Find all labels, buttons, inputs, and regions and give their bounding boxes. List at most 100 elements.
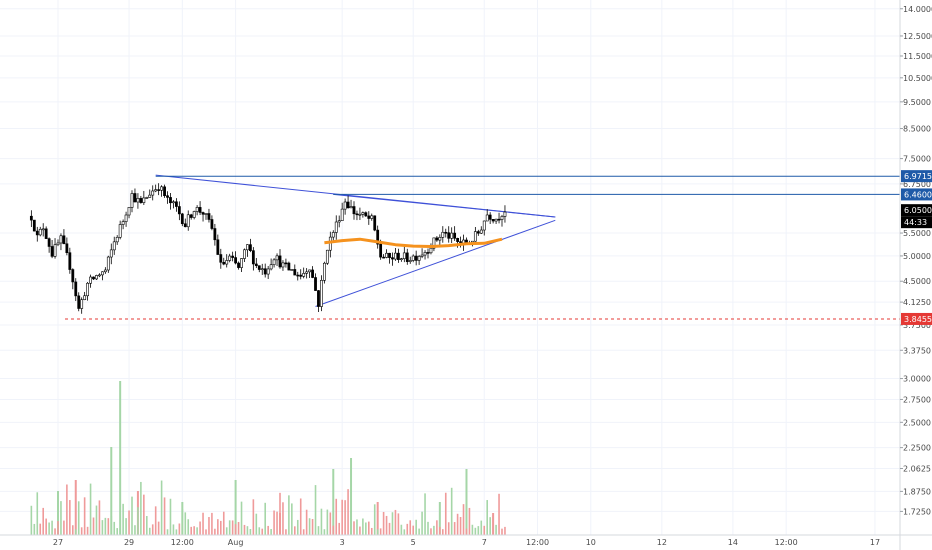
candle-body xyxy=(219,254,223,263)
volume-bar xyxy=(477,526,480,535)
y-tick-label: 3.3750 xyxy=(903,346,931,355)
candle-body xyxy=(293,269,297,276)
y-tick-label: 11.5000 xyxy=(903,52,932,61)
candle-body xyxy=(222,261,226,265)
volume-bar xyxy=(291,503,293,535)
candle-body xyxy=(503,211,507,217)
volume-bar xyxy=(72,525,74,535)
candle-body xyxy=(429,247,433,254)
candle-body xyxy=(325,249,329,264)
candle-body xyxy=(275,255,279,261)
volume-bar xyxy=(196,527,198,535)
volume-bar xyxy=(143,494,145,535)
volume-bar xyxy=(492,515,494,535)
x-tick-label: 3 xyxy=(340,538,345,547)
candle-body xyxy=(296,274,300,277)
volume-bar xyxy=(240,501,243,535)
candle-body xyxy=(207,213,211,220)
y-tick-label: 1.8750 xyxy=(903,487,931,496)
candle-body xyxy=(183,223,187,228)
volume-bars xyxy=(30,381,506,535)
drawing-lines xyxy=(65,174,900,320)
candle-body xyxy=(115,236,119,243)
volume-bar xyxy=(282,502,284,535)
candle-body xyxy=(106,256,110,271)
price-tag-current: 6.0500 xyxy=(901,204,932,217)
volume-bar xyxy=(438,502,441,535)
candle-body xyxy=(240,258,243,268)
volume-bar xyxy=(83,497,86,535)
candle-body xyxy=(177,206,181,215)
volume-bar xyxy=(214,528,216,535)
y-tick-label: 8.5000 xyxy=(903,125,931,134)
volume-bar xyxy=(433,525,435,535)
candle-body xyxy=(89,276,92,284)
candle-body xyxy=(92,276,95,280)
volume-bar xyxy=(54,528,56,535)
volume-bar xyxy=(382,511,385,535)
candle-body xyxy=(266,268,270,275)
candle-body xyxy=(426,252,430,254)
candle-body xyxy=(399,258,403,260)
volume-bar xyxy=(205,529,207,535)
candle-body xyxy=(195,207,199,212)
candle-body xyxy=(101,271,104,276)
volume-bar xyxy=(388,522,391,535)
candle-body xyxy=(228,255,232,261)
volume-bar xyxy=(279,492,281,535)
price-tag-countdown-bg xyxy=(901,216,932,229)
candle-body xyxy=(269,264,273,270)
candle-body xyxy=(103,269,107,273)
volume-bar xyxy=(125,518,127,535)
volume-bar xyxy=(134,525,136,535)
volume-bar xyxy=(294,526,296,535)
candle-body xyxy=(488,214,492,220)
y-tick-label: 5.0000 xyxy=(903,252,931,261)
volume-bar xyxy=(92,517,95,535)
candle-body xyxy=(402,252,406,259)
volume-bar xyxy=(157,521,160,535)
candle-body xyxy=(231,255,235,258)
candlestick-series xyxy=(29,183,507,314)
candle-body xyxy=(349,206,353,209)
candle-body xyxy=(189,214,193,218)
candle-body xyxy=(432,237,436,249)
x-tick-label: 12:00 xyxy=(775,538,798,547)
candle-body xyxy=(29,215,33,221)
volume-bar xyxy=(385,515,388,535)
volume-bar xyxy=(504,526,506,535)
volume-bar xyxy=(110,447,113,535)
volume-bar xyxy=(495,524,497,535)
volume-bar xyxy=(347,489,349,535)
candle-body xyxy=(334,221,338,233)
volume-bar xyxy=(311,519,314,535)
volume-bar xyxy=(261,528,264,535)
x-tick-label: 29 xyxy=(124,538,134,547)
volume-bar xyxy=(323,529,326,535)
candle-body xyxy=(98,274,101,277)
candle-body xyxy=(287,262,291,271)
x-tick-label: 10 xyxy=(586,538,596,547)
candle-body xyxy=(497,218,501,221)
candle-body xyxy=(370,215,374,219)
x-tick-label: 27 xyxy=(53,538,63,547)
candle-body xyxy=(456,238,460,242)
volume-bar xyxy=(501,528,503,535)
volume-bar xyxy=(36,492,39,535)
y-tick-label: 3.0000 xyxy=(903,375,931,384)
volume-bar xyxy=(365,522,367,535)
candle-body xyxy=(417,256,421,261)
volume-bar xyxy=(51,520,53,535)
candle-body xyxy=(355,213,359,216)
volume-bar xyxy=(148,527,151,535)
volume-bar xyxy=(246,526,249,535)
volume-bar xyxy=(356,519,358,535)
volume-bar xyxy=(42,507,44,535)
candle-body xyxy=(320,280,323,307)
volume-bar xyxy=(305,509,308,535)
candle-body xyxy=(444,231,448,234)
price-tag-countdown: 44:33 xyxy=(901,216,932,229)
candle-body xyxy=(453,232,457,239)
volume-bar xyxy=(412,525,414,535)
